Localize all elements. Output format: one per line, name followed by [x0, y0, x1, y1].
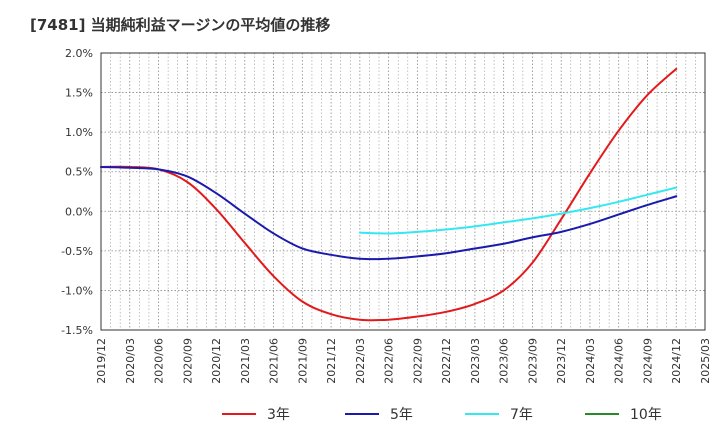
y-tick-label: -1.0%: [61, 284, 93, 297]
x-tick-label: 2024/03: [584, 338, 597, 384]
x-tick-label: 2024/09: [641, 338, 654, 384]
x-tick-label: 2024/12: [670, 338, 683, 384]
grid: [100, 52, 706, 331]
x-tick-label: 2020/09: [181, 338, 194, 384]
x-tick-label: 2021/03: [239, 338, 252, 384]
x-tick-label: 2021/12: [325, 338, 338, 384]
y-tick-label: 0.5%: [65, 166, 93, 179]
legend-label-1: 3年: [267, 407, 290, 423]
legend-label-4: 10年: [630, 407, 662, 423]
y-tick-label: 1.5%: [65, 87, 93, 100]
x-tick-label: 2020/06: [153, 338, 166, 384]
plot-area: [101, 53, 705, 330]
x-tick-label: 2022/09: [411, 338, 424, 384]
x-tick-label: 2023/06: [498, 338, 511, 384]
y-tick-label: -1.5%: [61, 324, 93, 337]
legend-label-3: 7年: [510, 407, 533, 423]
x-tick-label: 2021/09: [296, 338, 309, 384]
x-tick-label: 2020/12: [210, 338, 223, 384]
x-tick-label: 2021/06: [268, 338, 281, 384]
x-tick-label: 2022/12: [440, 338, 453, 384]
plot-frame: [100, 52, 706, 331]
chart-title: [7481] 当期純利益マージンの平均値の推移: [30, 16, 330, 34]
x-axis: 2019/12 2020/03 2020/06 2020/09 2020/12 2021/…: [95, 338, 712, 384]
x-tick-label: 2023/09: [526, 338, 539, 384]
series-group: [100, 67, 678, 322]
y-tick-label: 1.0%: [65, 126, 93, 139]
x-tick-label: 2019/12: [95, 338, 108, 384]
legend: 3年 5年 7年 10年: [222, 407, 662, 423]
x-tick-label: 2024/06: [613, 338, 626, 384]
x-tick-label: 2023/12: [555, 338, 568, 384]
y-tick-label: -0.5%: [61, 245, 93, 258]
y-axis: 2.0% 1.5% 1.0% 0.5% 0.0% -0.5% -1.0% -1.5%: [61, 47, 93, 337]
series-line-3: [358, 186, 678, 235]
x-tick-label: 2022/06: [383, 338, 396, 384]
series-line-2: [100, 165, 678, 261]
y-tick-label: 2.0%: [65, 47, 93, 60]
x-tick-label: 2020/03: [124, 338, 137, 384]
legend-label-2: 5年: [390, 407, 413, 423]
series-line-1: [100, 67, 678, 322]
x-tick-label: 2025/03: [699, 338, 712, 384]
x-tick-label: 2022/03: [354, 338, 367, 384]
y-tick-label: 0.0%: [65, 205, 93, 218]
x-tick-label: 2023/03: [469, 338, 482, 384]
